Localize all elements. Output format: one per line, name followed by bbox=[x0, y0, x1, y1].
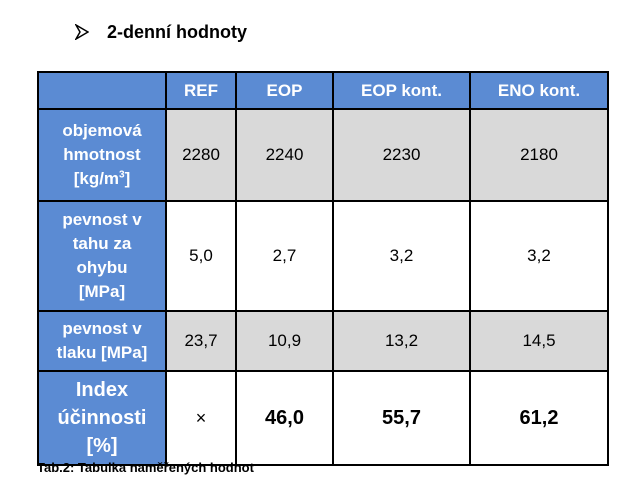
table-caption: Tab.2: Tabulka naměřených hodnot bbox=[37, 460, 254, 475]
cell-eop: 2,7 bbox=[235, 200, 334, 312]
table-row: Index účinnosti [%] × 46,0 55,7 61,2 bbox=[37, 370, 609, 466]
row-label-line: Index bbox=[75, 379, 129, 401]
cell-ref: 23,7 bbox=[165, 310, 237, 372]
row-label-line: ] bbox=[124, 169, 131, 188]
header-eno-kont: ENO kont. bbox=[469, 71, 609, 110]
cell-eop-kont: 3,2 bbox=[332, 200, 471, 312]
cell-eno-kont: 3,2 bbox=[469, 200, 609, 312]
row-label-line: [%] bbox=[86, 435, 118, 457]
row-label-line: pevnost v bbox=[62, 210, 142, 229]
cell-eop: 46,0 bbox=[235, 370, 334, 466]
table-row: pevnost v tahu za ohybu [MPa] 5,0 2,7 3,… bbox=[37, 200, 609, 312]
row-label-line: pevnost v bbox=[62, 319, 142, 338]
row-label-line: hmotnost bbox=[63, 145, 141, 164]
row-label-efficiency-index: Index účinnosti [%] bbox=[37, 370, 167, 466]
cell-eno-kont: 61,2 bbox=[469, 370, 609, 466]
header-ref: REF bbox=[165, 71, 237, 110]
cell-eno-kont: 14,5 bbox=[469, 310, 609, 372]
row-label-line: tahu za bbox=[72, 234, 132, 253]
cell-eop-kont: 13,2 bbox=[332, 310, 471, 372]
row-label-bulk-density: objemová hmotnost [kg/m3] bbox=[37, 108, 167, 202]
header-corner-cell bbox=[37, 71, 167, 110]
row-label-line: [MPa] bbox=[78, 282, 126, 301]
table-row: objemová hmotnost [kg/m3] 2280 2240 2230… bbox=[37, 108, 609, 202]
cell-eno-kont: 2180 bbox=[469, 108, 609, 202]
cell-eop: 2240 bbox=[235, 108, 334, 202]
row-label-compressive-strength: pevnost v tlaku [MPa] bbox=[37, 310, 167, 372]
arrow-bullet-icon bbox=[75, 24, 89, 40]
row-label-line: objemová bbox=[62, 121, 142, 140]
results-table: REF EOP EOP kont. ENO kont. objemová hmo… bbox=[37, 71, 609, 466]
row-label-flexural-strength: pevnost v tahu za ohybu [MPa] bbox=[37, 200, 167, 312]
cell-eop-kont: 55,7 bbox=[332, 370, 471, 466]
cell-eop-kont: 2230 bbox=[332, 108, 471, 202]
unit-superscript: 3 bbox=[119, 169, 125, 181]
table-header-row: REF EOP EOP kont. ENO kont. bbox=[37, 71, 609, 110]
row-label-line: ohybu bbox=[76, 258, 128, 277]
header-eop-kont: EOP kont. bbox=[332, 71, 471, 110]
cell-ref: 2280 bbox=[165, 108, 237, 202]
table-row: pevnost v tlaku [MPa] 23,7 10,9 13,2 14,… bbox=[37, 310, 609, 372]
row-label-line: tlaku [MPa] bbox=[56, 343, 148, 362]
cell-eop: 10,9 bbox=[235, 310, 334, 372]
header-eop: EOP bbox=[235, 71, 334, 110]
row-label-line: [kg/m bbox=[73, 169, 120, 188]
section-heading: 2-denní hodnoty bbox=[75, 18, 247, 46]
cell-ref: 5,0 bbox=[165, 200, 237, 312]
cell-ref: × bbox=[165, 370, 237, 466]
section-title: 2-denní hodnoty bbox=[107, 21, 247, 42]
row-label-line: účinnosti bbox=[57, 407, 147, 429]
